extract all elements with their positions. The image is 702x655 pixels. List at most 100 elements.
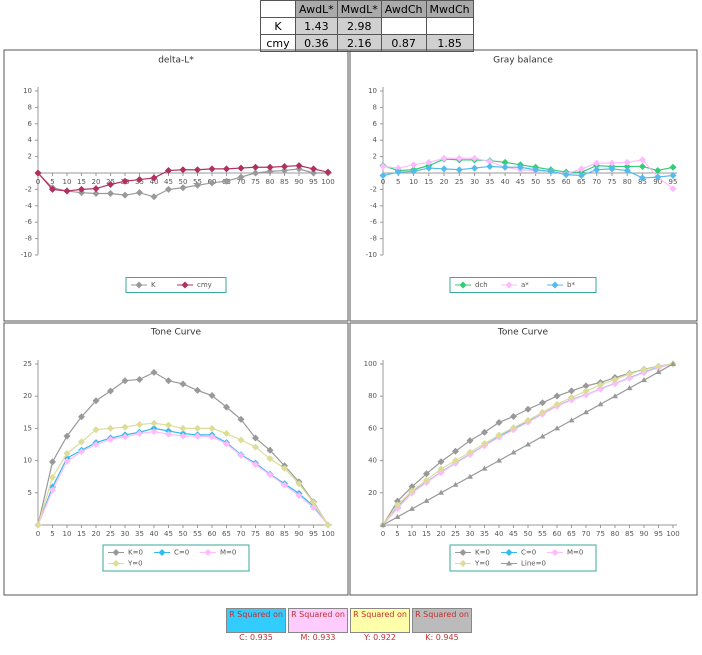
legend-marker [506, 560, 512, 566]
column-header: MwdL* [336, 0, 382, 18]
data-point [310, 165, 317, 173]
data-point [78, 185, 85, 193]
data-point [179, 424, 187, 432]
x-tick-label: 5 [396, 178, 400, 186]
r-squared-box: R Squared on C: 0.935 [226, 608, 286, 642]
data-point [623, 162, 631, 170]
data-point [669, 185, 677, 193]
data-point [455, 166, 463, 174]
x-tick-label: 10 [63, 530, 72, 538]
data-point [553, 392, 561, 400]
y-tick-label: -6 [370, 218, 378, 226]
y-tick-label: 8 [28, 103, 32, 111]
y-tick-label: 6 [373, 120, 378, 128]
row-label: cmy [260, 34, 296, 52]
data-point [553, 400, 561, 408]
data-point [501, 158, 509, 166]
x-tick-label: 90 [295, 178, 304, 186]
x-tick-label: 15 [422, 530, 431, 538]
panel [3, 322, 349, 596]
x-tick-label: 55 [546, 178, 555, 186]
data-point [466, 437, 474, 445]
row-label: K [260, 17, 296, 35]
data-point [452, 447, 459, 455]
data-point [608, 165, 616, 173]
x-tick-label: 0 [381, 178, 385, 186]
table-row: K 1.43 2.98 [260, 17, 474, 35]
y-tick-label: -8 [25, 235, 32, 243]
data-point [34, 169, 42, 177]
data-point [524, 416, 532, 424]
data-point [654, 167, 662, 175]
x-tick-label: 25 [106, 530, 115, 538]
y-tick-label: 100 [364, 360, 377, 368]
x-tick-label: 45 [516, 178, 525, 186]
data-point [237, 173, 245, 181]
data-point [295, 162, 303, 170]
y-tick-label: 4 [28, 136, 33, 144]
x-tick-label: 45 [164, 530, 173, 538]
legend-marker [459, 560, 467, 567]
data-point [597, 381, 604, 389]
data-point [525, 441, 531, 447]
data-point [252, 434, 259, 442]
data-point [410, 167, 418, 175]
x-tick-label: 70 [237, 178, 246, 186]
y-tick-label: -4 [25, 202, 33, 210]
data-point [612, 393, 618, 399]
data-point [237, 164, 245, 172]
legend [449, 277, 597, 293]
data-point [623, 158, 631, 166]
legend-marker [551, 549, 559, 556]
data-point [179, 166, 187, 174]
x-tick-label: 70 [592, 178, 601, 186]
legend-label: K=0 [475, 549, 490, 557]
chart-title: Tone Curve [497, 328, 549, 338]
x-tick-label: 65 [222, 530, 231, 538]
x-tick-label: 40 [495, 530, 504, 538]
legend-label: Line=0 [521, 560, 546, 568]
y-tick-label: 10 [23, 457, 32, 465]
data-point [121, 433, 129, 441]
data-point [669, 163, 677, 171]
data-point [423, 470, 430, 478]
data-point [423, 497, 430, 503]
data-point [532, 166, 540, 174]
data-point [78, 438, 85, 446]
x-tick-label: 85 [625, 530, 634, 538]
data-point [440, 165, 448, 173]
y-tick-label: 8 [373, 103, 377, 111]
x-tick-label: 80 [611, 530, 620, 538]
x-tick-label: 15 [424, 178, 433, 186]
data-point [194, 424, 201, 432]
data-point [208, 424, 216, 432]
table-cell: 0.36 [295, 34, 338, 52]
data-point [92, 397, 100, 405]
y-tick-label: 25 [23, 360, 32, 368]
data-point [611, 376, 619, 384]
legend-label: K [151, 281, 156, 289]
legend-marker [459, 281, 467, 289]
x-tick-label: 60 [562, 178, 571, 186]
data-point [623, 167, 631, 175]
x-tick-label: 80 [266, 178, 275, 186]
data-point [136, 189, 143, 197]
x-tick-label: 50 [179, 530, 188, 538]
data-point [208, 179, 216, 187]
y-tick-label: 2 [28, 153, 32, 161]
data-point [136, 176, 143, 184]
y-tick-label: 40 [368, 457, 377, 465]
data-point [165, 185, 172, 193]
data-point [237, 415, 245, 423]
y-tick-label: -10 [366, 251, 377, 259]
data-point [471, 154, 479, 162]
data-point [626, 385, 633, 391]
data-point [425, 158, 433, 166]
x-tick-label: 90 [653, 178, 662, 186]
data-point [266, 167, 274, 175]
x-tick-label: 20 [440, 178, 449, 186]
data-point [78, 448, 85, 456]
data-point [252, 169, 259, 177]
data-point [266, 163, 274, 171]
legend-marker [158, 549, 166, 556]
